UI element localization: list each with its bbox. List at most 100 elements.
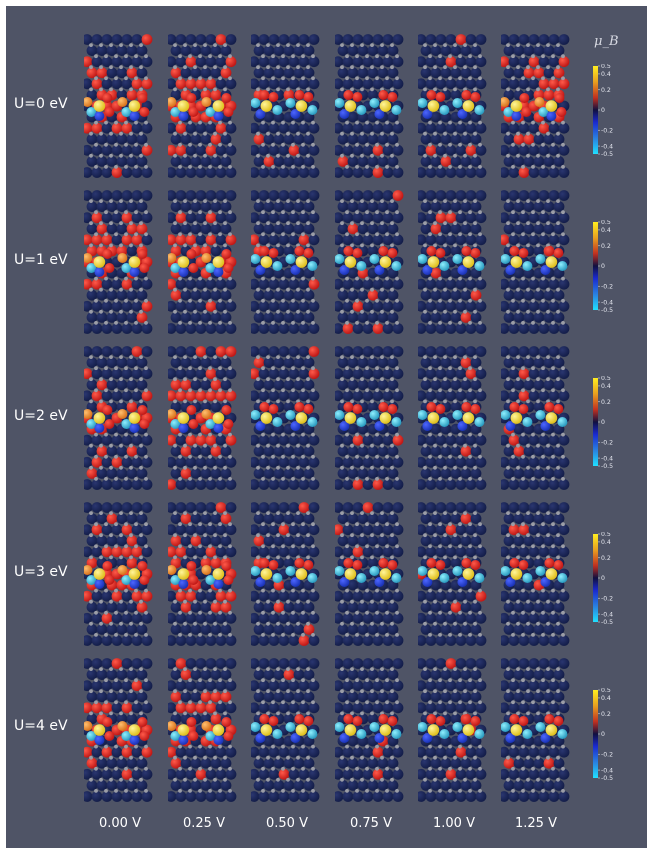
lattice-atom — [382, 502, 394, 513]
interstitial-atom — [443, 689, 447, 694]
lattice-atom — [195, 300, 207, 312]
lattice-atom — [498, 323, 510, 334]
interstitial-atom — [99, 689, 103, 694]
lattice-atom — [248, 346, 260, 357]
dopant-atom — [128, 412, 141, 424]
lattice-atom — [372, 300, 384, 312]
interstitial-atom — [390, 689, 394, 694]
interstitial-atom — [536, 689, 540, 694]
lattice-atom — [425, 635, 437, 646]
lattice-atom — [367, 535, 379, 547]
lattice-atom — [460, 67, 472, 79]
lattice-atom — [175, 167, 187, 178]
lattice-atom — [498, 546, 510, 558]
interstitial-atom — [468, 789, 472, 793]
lattice-atom — [170, 669, 182, 680]
interstitial-atom — [375, 142, 379, 147]
interstitial-atom — [296, 533, 300, 538]
interstitial-atom — [511, 210, 515, 215]
lattice-atom — [430, 669, 442, 680]
lattice-atom — [455, 791, 467, 802]
interstitial-atom — [114, 678, 118, 683]
lattice-atom — [558, 346, 570, 357]
lattice-atom — [86, 757, 98, 769]
lattice-atom — [347, 67, 359, 79]
interstitial-atom — [350, 777, 354, 782]
interstitial-atom — [301, 366, 305, 371]
interstitial-atom — [178, 120, 182, 125]
lattice-atom — [263, 45, 275, 56]
lattice-atom — [357, 757, 369, 769]
interstitial-atom — [385, 232, 389, 237]
neighbor-atom — [259, 402, 270, 412]
lattice-atom — [435, 768, 447, 780]
lattice-atom — [86, 201, 98, 212]
neighbor-atom — [307, 261, 318, 271]
lattice-atom — [170, 624, 182, 635]
interstitial-atom — [355, 142, 359, 147]
interstitial-atom — [203, 131, 207, 136]
interstitial-atom — [183, 511, 187, 515]
lattice-atom — [175, 434, 187, 446]
colorbar-gradient — [593, 222, 598, 310]
interstitial-atom — [428, 766, 432, 771]
lattice-atom — [382, 144, 394, 156]
interstitial-atom — [350, 465, 354, 470]
neighbor-atom — [186, 717, 197, 727]
lattice-atom — [415, 680, 427, 692]
lattice-atom — [205, 791, 217, 802]
interstitial-atom — [375, 366, 379, 371]
neighbor-atom — [339, 109, 350, 119]
lattice-atom — [435, 791, 447, 802]
interstitial-atom — [340, 221, 344, 226]
lattice-atom — [278, 791, 290, 802]
lattice-atom — [175, 56, 187, 68]
interstitial-atom — [395, 298, 399, 303]
lattice-atom — [362, 612, 374, 624]
interstitial-atom — [129, 689, 133, 694]
interstitial-atom — [271, 165, 275, 169]
interstitial-atom — [395, 610, 399, 615]
lattice-atom — [205, 768, 217, 780]
lattice-atom — [435, 390, 447, 402]
lattice-atom — [131, 546, 143, 558]
interstitial-atom — [266, 465, 270, 470]
lattice-atom — [86, 379, 98, 391]
lattice-atom — [91, 278, 103, 290]
interstitial-atom — [286, 777, 290, 782]
lattice-atom — [382, 791, 394, 802]
lattice-atom — [425, 144, 437, 156]
lattice-atom — [475, 768, 487, 780]
interstitial-atom — [193, 555, 197, 560]
lattice-atom — [372, 635, 384, 646]
lattice-atom — [377, 289, 389, 301]
interstitial-atom — [94, 432, 98, 437]
interstitial-atom — [433, 777, 437, 782]
interstitial-atom — [370, 399, 374, 404]
lattice-atom — [180, 691, 192, 703]
lattice-atom — [283, 468, 295, 479]
lattice-atom — [382, 346, 394, 357]
interstitial-atom — [458, 766, 462, 771]
interstitial-atom — [109, 777, 113, 782]
lattice-atom — [475, 368, 487, 380]
lattice-atom — [523, 357, 535, 368]
lattice-atom — [465, 34, 477, 45]
dopant-atom — [295, 256, 308, 268]
lattice-atom — [387, 468, 399, 479]
lattice-atom — [248, 234, 260, 246]
lattice-atom — [425, 524, 437, 536]
lattice-atom — [190, 45, 202, 56]
interstitial-atom — [104, 432, 108, 437]
lattice-atom — [352, 768, 364, 780]
interstitial-atom — [208, 789, 212, 793]
lattice-atom — [288, 456, 300, 468]
interstitial-atom — [183, 153, 187, 158]
interstitial-atom — [124, 298, 128, 303]
interstitial-atom — [301, 700, 305, 705]
interstitial-atom — [139, 221, 143, 226]
interstitial-atom — [546, 443, 550, 448]
interstitial-atom — [355, 454, 359, 459]
lattice-atom — [101, 144, 113, 156]
lattice-atom — [185, 300, 197, 312]
